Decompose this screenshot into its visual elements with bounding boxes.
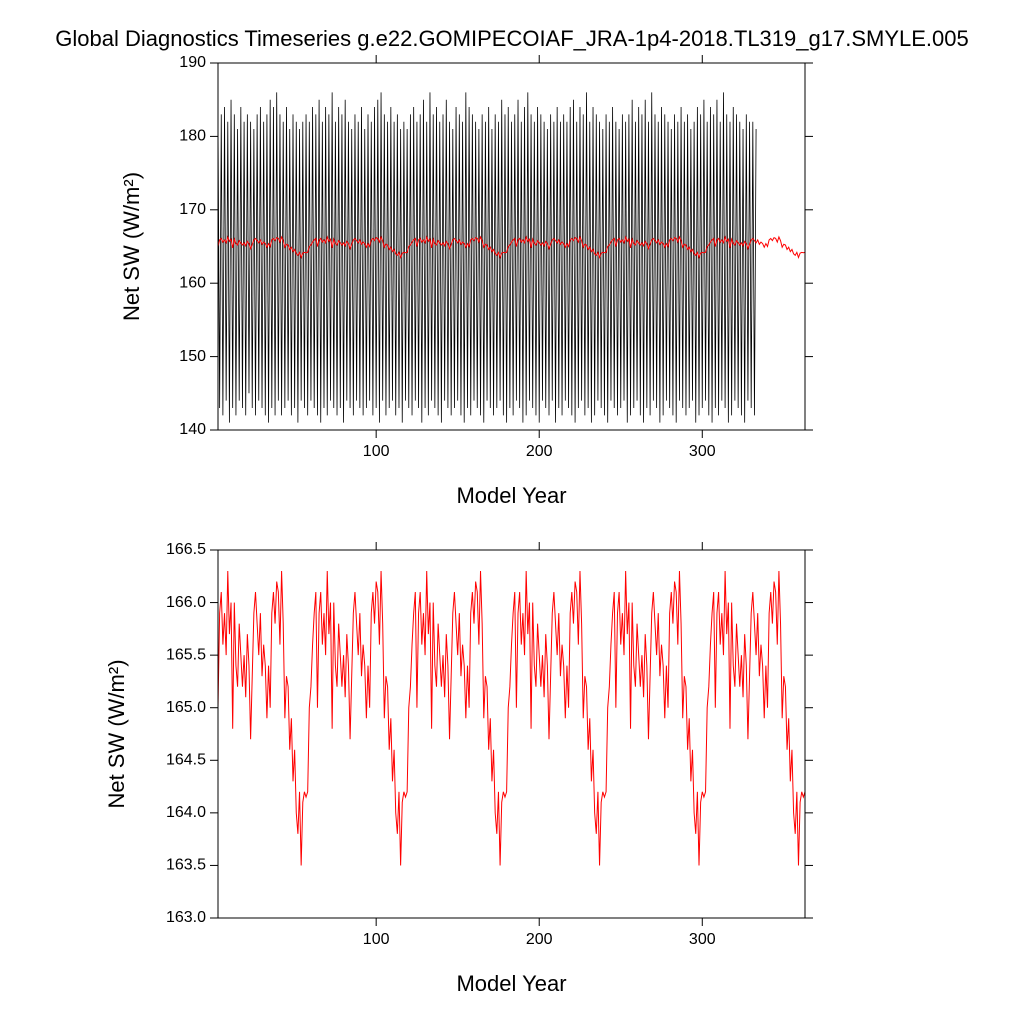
y-tick-label: 170 bbox=[179, 201, 206, 218]
y-tick-label: 166.0 bbox=[166, 594, 206, 611]
x-tick-label: 200 bbox=[526, 931, 553, 948]
plot-frame bbox=[217, 549, 806, 919]
x-axis-label: Model Year bbox=[456, 483, 566, 508]
y-tick-label: 163.5 bbox=[166, 857, 206, 874]
y-tick-label: 166.5 bbox=[166, 541, 206, 558]
data-line bbox=[217, 92, 757, 423]
y-axis-label: Net SW (W/m²) bbox=[104, 659, 129, 808]
x-tick-label: 100 bbox=[363, 931, 390, 948]
chart-title: Global Diagnostics Timeseries g.e22.GOMI… bbox=[55, 26, 968, 51]
x-axis-label: Model Year bbox=[456, 971, 566, 996]
plot-frame bbox=[217, 62, 806, 431]
y-tick-label: 160 bbox=[179, 274, 206, 291]
y-tick-label: 190 bbox=[179, 54, 206, 71]
data-line bbox=[217, 235, 806, 260]
y-tick-label: 165.5 bbox=[166, 646, 206, 663]
x-tick-label: 300 bbox=[689, 443, 716, 460]
y-tick-label: 140 bbox=[179, 421, 206, 438]
y-tick-label: 164.5 bbox=[166, 752, 206, 769]
x-tick-label: 200 bbox=[526, 443, 553, 460]
x-tick-label: 100 bbox=[363, 443, 390, 460]
y-tick-label: 164.0 bbox=[166, 804, 206, 821]
y-axis-label: Net SW (W/m²) bbox=[119, 172, 144, 321]
data-line bbox=[217, 571, 806, 866]
y-tick-label: 163.0 bbox=[166, 909, 206, 926]
y-tick-label: 150 bbox=[179, 348, 206, 365]
y-tick-label: 180 bbox=[179, 128, 206, 145]
y-tick-label: 165.0 bbox=[166, 699, 206, 716]
x-tick-label: 300 bbox=[689, 931, 716, 948]
